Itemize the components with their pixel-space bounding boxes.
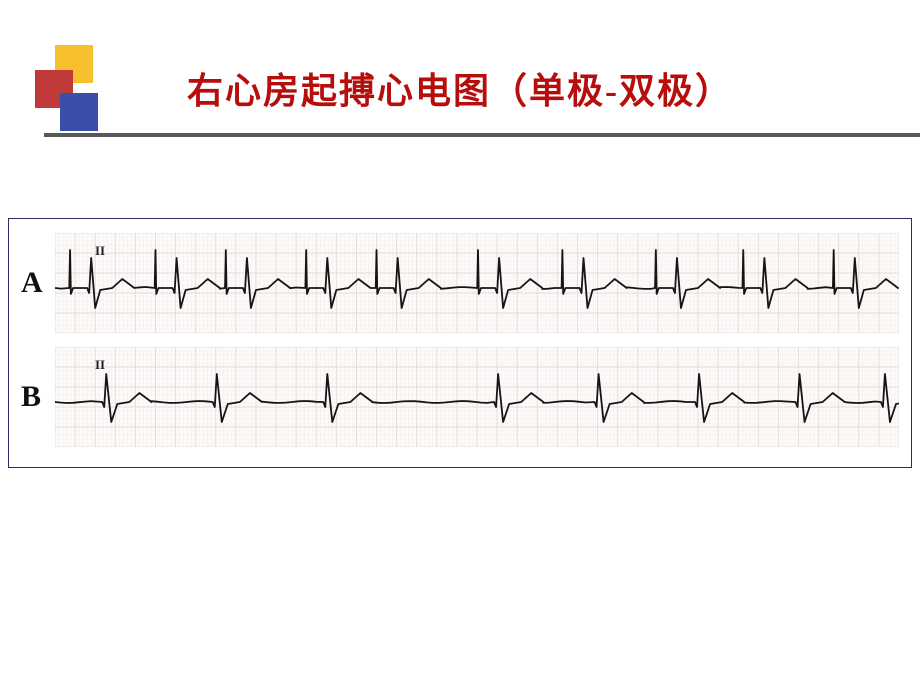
ecg-trace: II xyxy=(55,347,899,447)
lead-label: II xyxy=(95,243,105,259)
slide-title: 右心房起搏心电图（单极-双极） xyxy=(187,71,733,111)
strip-label: A xyxy=(21,266,47,300)
ecg-figure: A II B II xyxy=(8,218,912,468)
title-underline xyxy=(44,133,920,137)
ecg-strip-a: A II xyxy=(21,233,899,333)
ecg-strip-b: B II xyxy=(21,347,899,447)
ecg-trace: II xyxy=(55,233,899,333)
strip-label: B xyxy=(21,380,47,414)
lead-label: II xyxy=(95,357,105,373)
